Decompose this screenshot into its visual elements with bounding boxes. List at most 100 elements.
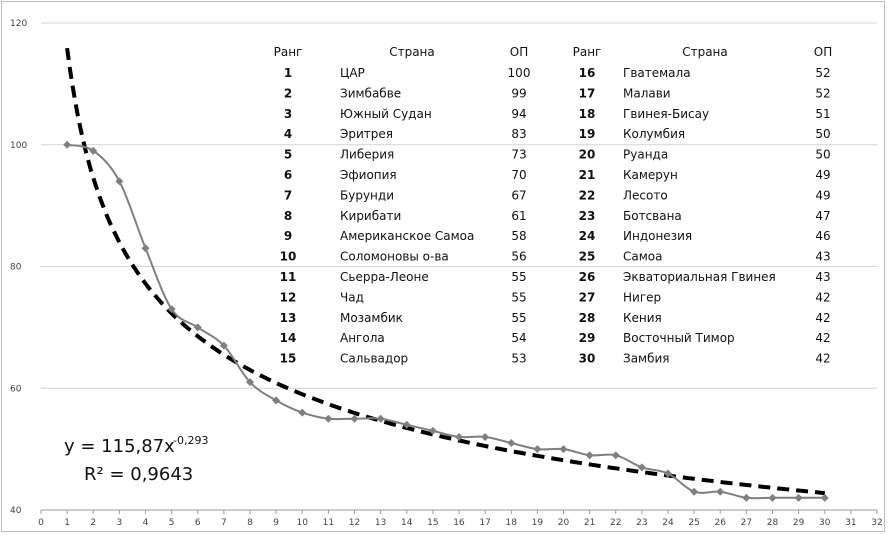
x-tick-label: 10 <box>297 518 309 528</box>
table-rank: 5 <box>284 148 292 162</box>
data-point <box>298 408 307 417</box>
table-header: Ранг <box>573 45 602 59</box>
x-tick-label: 23 <box>636 518 647 528</box>
x-tick-label: 11 <box>323 518 334 528</box>
x-tick-label: 25 <box>688 518 699 528</box>
table-rank: 24 <box>579 229 596 243</box>
x-tick-label: 16 <box>453 518 465 528</box>
table-rank: 16 <box>579 66 596 80</box>
table-rank: 25 <box>579 250 596 264</box>
table-rank: 1 <box>284 66 292 80</box>
x-tick-label: 7 <box>221 518 227 528</box>
table-rank: 23 <box>579 209 596 223</box>
table-value: 50 <box>815 127 830 141</box>
x-tick-label: 19 <box>532 518 544 528</box>
table-value: 42 <box>815 331 830 345</box>
table-rank: 15 <box>280 352 297 366</box>
x-tick-label: 4 <box>143 518 149 528</box>
table-header: ОП <box>814 45 832 59</box>
table-header: Ранг <box>274 45 303 59</box>
data-point <box>533 445 542 454</box>
data-series-layer <box>63 140 829 502</box>
trendline <box>65 47 825 496</box>
table-value: 43 <box>815 250 830 264</box>
table-country: Восточный Тимор <box>623 331 735 345</box>
x-tick-label: 32 <box>871 518 882 528</box>
formula-exponent: -0,293 <box>173 434 208 447</box>
table-value: 46 <box>815 229 830 243</box>
table-value: 56 <box>511 250 526 264</box>
table-rank: 28 <box>579 311 596 325</box>
data-point <box>455 432 463 441</box>
data-point <box>507 439 516 448</box>
data-point <box>246 378 254 387</box>
table-rank: 7 <box>284 188 292 202</box>
grid-lines <box>41 22 877 389</box>
table-country: Южный Судан <box>340 107 432 121</box>
table-country: Экваториальная Гвинея <box>623 270 776 284</box>
x-tick-label: 22 <box>610 518 621 528</box>
y-tick-label: 100 <box>10 141 27 151</box>
data-point <box>141 244 150 253</box>
data-point <box>402 420 411 429</box>
data-point <box>324 414 333 423</box>
table-value: 43 <box>815 270 830 284</box>
table-rank: 8 <box>284 209 292 223</box>
x-tick-label: 28 <box>767 518 779 528</box>
x-tick-label: 29 <box>793 518 805 528</box>
data-point <box>585 451 594 460</box>
table-value: 47 <box>815 209 830 223</box>
table-rank: 12 <box>280 290 297 304</box>
table-country: Либерия <box>340 148 394 162</box>
table-country: Сальвадор <box>340 352 408 366</box>
data-point <box>559 445 568 454</box>
data-point <box>637 463 646 472</box>
table-value: 55 <box>511 311 526 325</box>
table-value: 51 <box>815 107 830 121</box>
table-value: 67 <box>511 188 526 202</box>
table-value: 55 <box>511 290 526 304</box>
table-rank: 4 <box>284 127 292 141</box>
x-tick-label: 5 <box>169 518 175 528</box>
table-country: Малави <box>623 86 671 100</box>
table-rank: 3 <box>284 107 292 121</box>
table-country: Эфиопия <box>340 168 397 182</box>
table-header: Страна <box>389 45 435 59</box>
table-country: Индонезия <box>623 229 692 243</box>
table-value: 70 <box>511 168 526 182</box>
table-header: ОП <box>510 45 528 59</box>
table-value: 53 <box>511 352 526 366</box>
table-country: Зимбабве <box>340 86 401 100</box>
table-value: 52 <box>815 86 830 100</box>
y-tick-label: 40 <box>10 506 22 516</box>
table-value: 49 <box>815 168 830 182</box>
data-point <box>716 487 725 496</box>
y-tick-label: 60 <box>10 384 22 394</box>
table-rank: 30 <box>579 352 596 366</box>
data-point <box>428 426 437 435</box>
table-value: 58 <box>511 229 526 243</box>
y-tick-label: 120 <box>10 19 27 29</box>
table-value: 73 <box>511 148 526 162</box>
table-value: 55 <box>511 270 526 284</box>
x-tick-label: 8 <box>247 518 253 528</box>
x-tick-label: 2 <box>90 518 96 528</box>
formula-equation: y = 115,87x <box>64 436 175 457</box>
x-tick-label: 13 <box>375 518 386 528</box>
x-tick-label: 6 <box>195 518 201 528</box>
table-value: 54 <box>511 331 526 345</box>
x-tick-label: 9 <box>273 518 279 528</box>
table-value: 52 <box>815 66 830 80</box>
trendline-layer <box>65 47 825 496</box>
table-rank: 11 <box>280 270 297 284</box>
x-tick-label: 12 <box>349 518 360 528</box>
data-point <box>768 493 777 502</box>
table-value: 42 <box>815 290 830 304</box>
data-point <box>794 493 803 502</box>
data-point <box>115 177 124 186</box>
x-tick-label: 30 <box>819 518 831 528</box>
x-tick-label: 3 <box>117 518 123 528</box>
table-rank: 20 <box>579 148 596 162</box>
table-rank: 18 <box>579 107 596 121</box>
